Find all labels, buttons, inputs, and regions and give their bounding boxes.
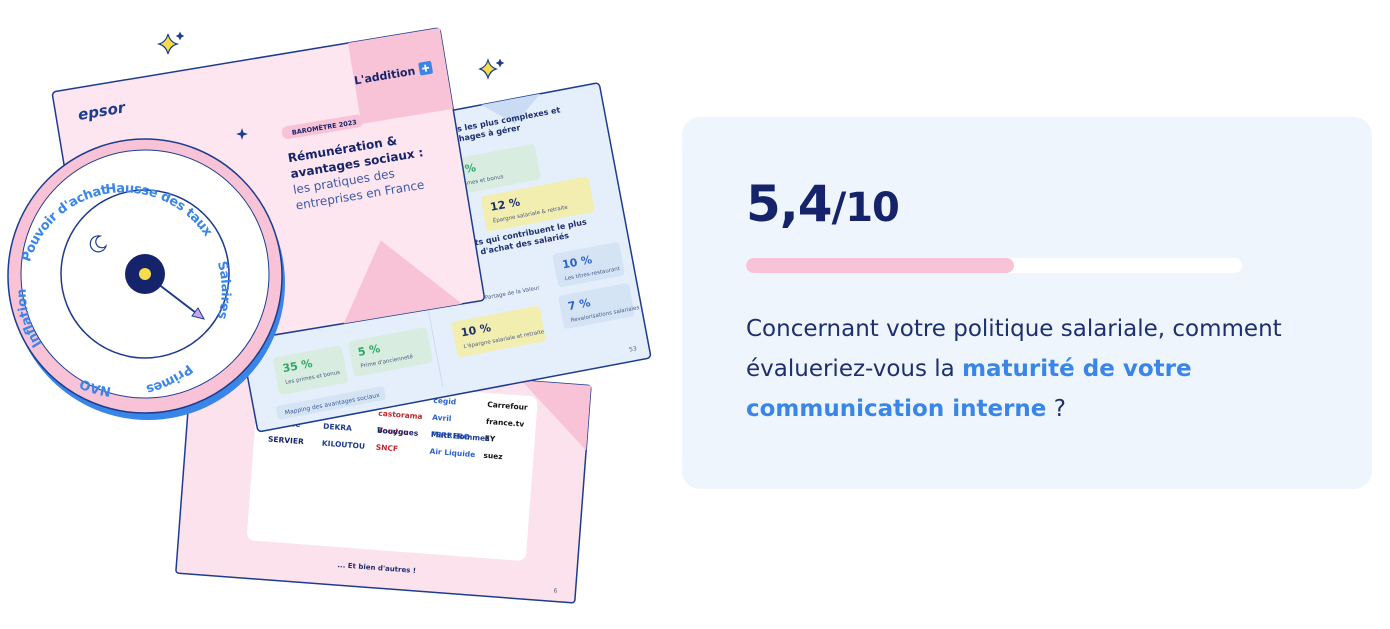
logo: Avril — [432, 413, 452, 423]
logo-grid: KIABIMARSAIRBUScegidCarrefouryousignprom… — [268, 384, 529, 461]
decoration — [347, 27, 454, 124]
stat-value: 12 % — [489, 195, 521, 213]
question-end: ? — [1046, 396, 1066, 422]
logo: castorama — [378, 409, 423, 421]
decoration — [481, 93, 541, 124]
hub-dot — [139, 268, 151, 280]
logo: france.tv — [486, 417, 525, 429]
logo: SNCF — [375, 443, 398, 454]
logo-card — [247, 376, 538, 561]
stat-value: 5 % — [357, 342, 382, 359]
badge — [281, 114, 363, 140]
question-text: Concernant votre politique salariale, co… — [746, 316, 1282, 382]
dial-label: Salaires — [214, 260, 233, 321]
progress-fill — [746, 258, 1014, 273]
question: Concernant votre politique salariale, co… — [746, 309, 1346, 429]
decoration — [343, 240, 463, 324]
logo: Voodoo — [377, 426, 409, 437]
score: 5,4/10 — [746, 175, 900, 233]
logo: suez — [483, 451, 503, 461]
page-number: 6 — [553, 587, 558, 594]
question-card: 5,4/10 Concernant votre politique salari… — [682, 117, 1372, 489]
needle-tip — [191, 307, 205, 320]
progress-bar — [746, 258, 1242, 273]
sparkle — [478, 57, 498, 81]
stat-value: 7 % — [567, 296, 592, 313]
sparkle — [175, 31, 185, 41]
stat-box — [480, 176, 595, 232]
logo: EY — [484, 434, 496, 444]
sparkle — [495, 58, 505, 68]
stat-box — [552, 242, 625, 288]
score-value: 5,4 — [746, 175, 833, 233]
stat-box — [348, 327, 433, 377]
logo: DEKRA — [323, 422, 353, 433]
question-highlight: maturité de votre communication interne — [746, 356, 1192, 422]
logo: FERRERO — [431, 430, 471, 442]
stat-value: 10 % — [561, 253, 593, 271]
illustration: KIABIMARSAIRBUScegidCarrefouryousignprom… — [7, 27, 652, 604]
logo: Air Liquide — [429, 447, 475, 459]
moon — [89, 235, 108, 253]
section-pill — [276, 386, 386, 420]
sparkles — [156, 31, 505, 140]
score-scale: /10 — [831, 185, 900, 231]
logo: SERVIER — [268, 435, 305, 447]
sparkle — [156, 33, 180, 55]
logo: cegid — [433, 396, 456, 407]
decoration — [521, 380, 591, 451]
stat-box — [273, 345, 348, 395]
stat-value: 35 % — [281, 357, 313, 375]
plus-icon — [422, 64, 430, 72]
logo: Matt Hommes — [431, 430, 491, 443]
logo: Bouygues — [377, 426, 419, 438]
stat-box — [558, 283, 635, 329]
stat-box — [451, 306, 546, 357]
logo: KILOUTOU — [322, 439, 366, 451]
stat-value: 10 % — [460, 321, 492, 339]
logo: Carrefour — [487, 400, 528, 412]
dial-label-text: Salaires — [214, 260, 233, 321]
page-number: 53 — [629, 345, 638, 353]
sparkle — [236, 128, 248, 140]
